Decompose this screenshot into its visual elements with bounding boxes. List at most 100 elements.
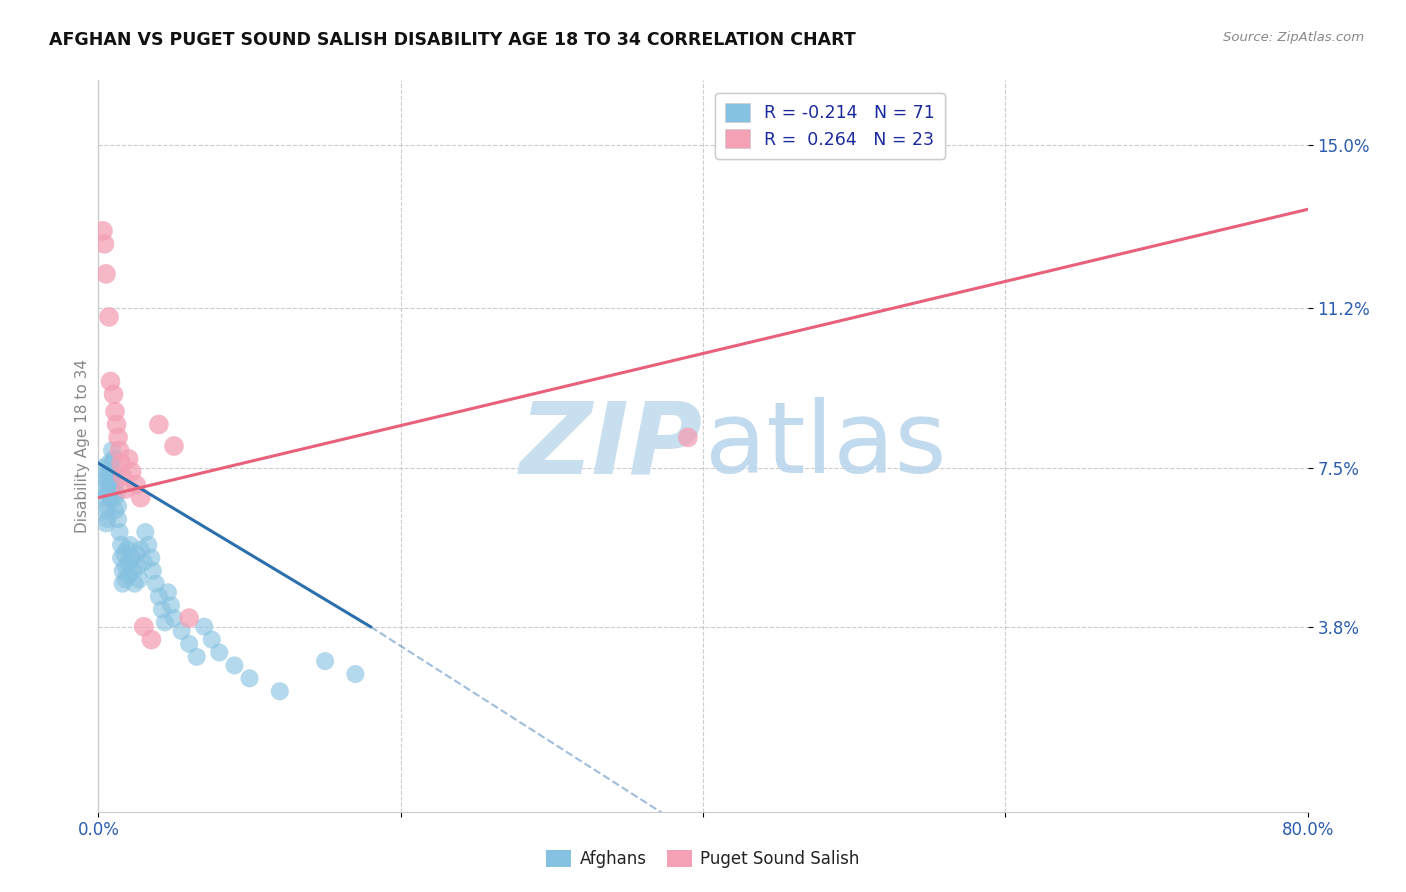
Point [112, 547, 135, 561]
Point [344, 667, 367, 681]
Point [105, 417, 128, 432]
Point [110, 550, 132, 565]
Point [94, 503, 117, 517]
Point [160, 598, 183, 612]
Point [111, 576, 134, 591]
Point [136, 538, 159, 552]
Point [101, 469, 124, 483]
Point [101, 443, 124, 458]
Point [224, 658, 246, 673]
Legend: Afghans, Puget Sound Salish: Afghans, Puget Sound Salish [540, 843, 866, 875]
Point [676, 430, 699, 444]
Point [105, 474, 128, 488]
Point [104, 503, 127, 517]
Point [132, 555, 155, 569]
Point [129, 542, 152, 557]
Point [91, 460, 114, 475]
Point [96, 486, 118, 500]
Point [94, 474, 117, 488]
Point [148, 590, 170, 604]
Point [153, 615, 176, 630]
Point [170, 624, 193, 638]
Point [118, 555, 141, 569]
Point [118, 568, 141, 582]
Point [96, 500, 118, 514]
Point [156, 585, 179, 599]
Point [201, 632, 224, 647]
Point [100, 491, 122, 505]
Point [98, 469, 121, 483]
Point [179, 637, 201, 651]
Point [107, 512, 129, 526]
Point [104, 491, 127, 505]
Point [124, 576, 146, 591]
Point [115, 542, 138, 557]
Point [100, 465, 122, 479]
Point [91, 224, 114, 238]
Point [93, 469, 115, 483]
Point [121, 465, 143, 479]
Point [94, 516, 117, 531]
Point [128, 573, 150, 587]
Point [100, 375, 122, 389]
Text: atlas: atlas [706, 398, 948, 494]
Point [132, 620, 155, 634]
Point [98, 482, 121, 496]
Point [114, 482, 136, 496]
Point [142, 564, 165, 578]
Point [103, 451, 125, 466]
Point [108, 524, 131, 539]
Point [111, 564, 134, 578]
Point [120, 538, 142, 552]
Point [163, 611, 186, 625]
Point [93, 491, 115, 505]
Point [98, 456, 121, 470]
Point [129, 491, 152, 505]
Point [125, 477, 148, 491]
Point [122, 564, 145, 578]
Point [314, 654, 336, 668]
Point [145, 576, 167, 591]
Legend: R = -0.214   N = 71, R =  0.264   N = 23: R = -0.214 N = 71, R = 0.264 N = 23 [716, 93, 945, 159]
Point [111, 469, 134, 483]
Point [110, 456, 132, 470]
Point [101, 456, 124, 470]
Point [179, 611, 201, 625]
Point [103, 477, 125, 491]
Point [208, 646, 231, 660]
Point [108, 443, 131, 458]
Point [148, 417, 170, 432]
Point [110, 538, 132, 552]
Point [114, 559, 136, 574]
Point [105, 486, 128, 500]
Point [125, 547, 148, 561]
Point [134, 524, 156, 539]
Y-axis label: Disability Age 18 to 34: Disability Age 18 to 34 [75, 359, 90, 533]
Point [107, 500, 129, 514]
Point [96, 512, 118, 526]
Point [193, 620, 215, 634]
Point [98, 310, 121, 324]
Point [141, 550, 163, 565]
Point [163, 439, 186, 453]
Point [100, 477, 122, 491]
Point [150, 602, 173, 616]
Point [269, 684, 291, 698]
Point [121, 550, 143, 565]
Point [101, 482, 124, 496]
Point [141, 632, 163, 647]
Point [93, 482, 115, 496]
Point [114, 573, 136, 587]
Point [107, 430, 129, 444]
Point [239, 671, 262, 685]
Point [103, 387, 125, 401]
Point [118, 451, 141, 466]
Point [103, 465, 125, 479]
Text: AFGHAN VS PUGET SOUND SALISH DISABILITY AGE 18 TO 34 CORRELATION CHART: AFGHAN VS PUGET SOUND SALISH DISABILITY … [49, 31, 856, 49]
Text: Source: ZipAtlas.com: Source: ZipAtlas.com [1223, 31, 1364, 45]
Point [93, 236, 115, 251]
Text: ZIP: ZIP [520, 398, 703, 494]
Point [94, 267, 117, 281]
Point [127, 559, 149, 574]
Point [186, 649, 208, 664]
